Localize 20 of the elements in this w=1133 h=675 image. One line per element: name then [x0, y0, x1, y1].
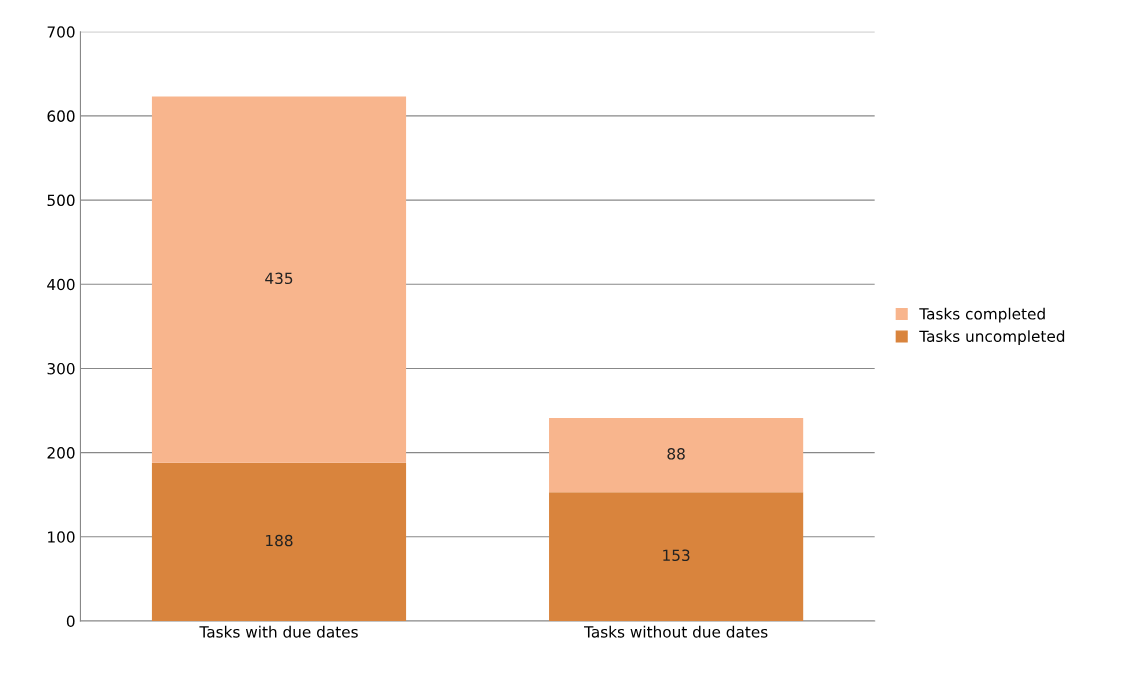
- y-tick-label: 100: [48, 531, 75, 543]
- y-tick-label: 0: [66, 615, 75, 628]
- y-tick-label: 600: [47, 110, 75, 122]
- bar: [549, 418, 804, 493]
- y-tick-label: 400: [47, 278, 75, 291]
- data-label: 88: [667, 448, 685, 460]
- y-tick-label: 300: [47, 362, 75, 375]
- x-tick-label: Tasks with due dates: [199, 625, 358, 638]
- data-label: 188: [266, 534, 293, 547]
- bar: [151, 462, 407, 621]
- legend-label: Tasks completed: [919, 307, 1045, 323]
- legend-label: Tasks uncompleted: [919, 330, 1065, 345]
- y-tick-label: 200: [47, 447, 75, 459]
- bar: [151, 96, 407, 463]
- bar: [549, 492, 804, 621]
- data-label: 435: [265, 272, 293, 285]
- y-tick-label: 500: [47, 194, 75, 207]
- data-label: 153: [663, 549, 690, 562]
- x-tick-label: Tasks without due dates: [584, 625, 768, 638]
- y-tick-label: 700: [47, 26, 75, 38]
